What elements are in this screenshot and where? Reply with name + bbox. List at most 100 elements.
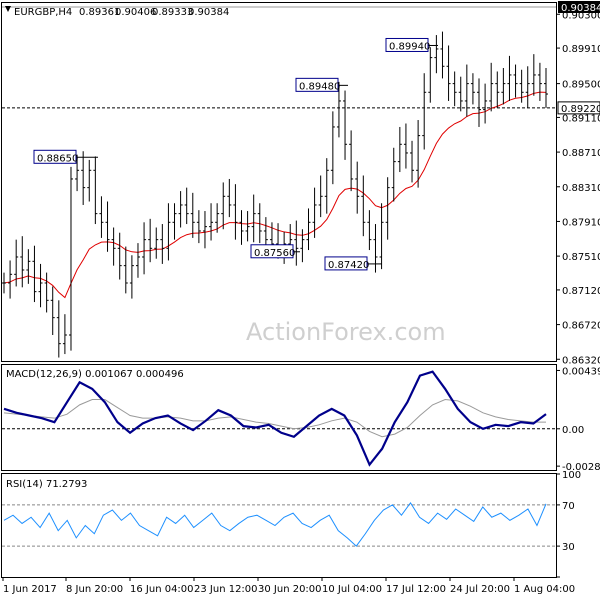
rsi-tick-label: 100 [562, 470, 581, 481]
current-price-tag [558, 0, 600, 13]
price-bar [544, 68, 548, 108]
price-tick-label: 0.87910 [562, 217, 600, 228]
time-tick-label: 1 Aug 04:00 [514, 584, 575, 595]
price-tick-label: 0.87510 [562, 252, 600, 263]
rsi-layer: 100 70 30 [2, 470, 581, 578]
price-bar [14, 239, 19, 287]
price-bar [391, 147, 396, 202]
price-bar [178, 191, 183, 228]
macd-tick-label: 0.00439 [562, 366, 600, 377]
price-bar [336, 81, 341, 138]
rsi-title: RSI(14) 71.2793 [6, 479, 87, 490]
price-tick-label: 0.90300 [562, 10, 600, 21]
time-tick-label: 17 Jul 12:00 [386, 584, 446, 595]
price-tick-label: 0.89500 [562, 80, 600, 91]
rsi-tick-label: 70 [562, 501, 575, 512]
price-bar [196, 210, 201, 244]
price-bar [519, 69, 524, 103]
price-bar [166, 203, 171, 261]
price-bar [172, 203, 177, 240]
annotation-box [33, 149, 77, 164]
price-bar [355, 161, 360, 214]
price-bar [123, 246, 128, 294]
price-bar [458, 76, 463, 112]
price-bar [477, 78, 482, 127]
moving-average-layer [3, 91, 547, 299]
price-bar [8, 260, 13, 299]
price-bar [26, 249, 31, 284]
price-bar [464, 64, 469, 117]
price-bar [440, 31, 445, 79]
price-bar [2, 272, 6, 294]
price-bar [410, 140, 415, 183]
price-bar [470, 73, 475, 105]
macd-tick-label: 0.00 [562, 425, 584, 436]
price-tick-label: 0.86320 [562, 355, 600, 366]
price-bar [452, 71, 457, 107]
rsi-panel-frame [1, 473, 557, 578]
price-bar [129, 255, 134, 299]
price-bar [117, 232, 122, 280]
price-bar [361, 175, 366, 237]
price-bar [190, 192, 195, 238]
annotation-box [250, 244, 294, 259]
price-bar [154, 227, 159, 259]
price-bar [495, 71, 500, 108]
price-tick-label: 0.87120 [562, 286, 600, 297]
time-axis: 1 Jun 2017 8 Jun 20:00 16 Jun 04:00 23 Jun … [2, 577, 575, 595]
price-bar [367, 210, 372, 251]
chart-header: EURGBP,H4 0.89361 0.90406 0.89333 0.9038… [5, 6, 229, 18]
price-bar [227, 178, 232, 218]
price-bar [184, 187, 189, 225]
price-bar [422, 73, 427, 150]
price-bar [294, 220, 299, 266]
rsi-line [3, 501, 547, 547]
price-bar [434, 35, 439, 74]
price-bar [306, 208, 311, 251]
price-bar [416, 120, 421, 188]
price-bar [318, 175, 323, 218]
price-bar [446, 45, 451, 101]
price-bar [68, 166, 73, 351]
rsi-tick-label: 30 [562, 542, 575, 553]
price-bar [221, 182, 226, 230]
annotation-label: 0.87420 [328, 260, 369, 271]
macd-line [3, 370, 547, 467]
price-bar [251, 194, 256, 243]
reference-level-tag [557, 101, 600, 115]
price-bar [525, 66, 530, 108]
price-bar [135, 243, 140, 278]
annotation-label: 0.89940 [389, 41, 430, 52]
annotation-box [295, 77, 339, 92]
macd-layer: 0.00439 0.00 -0.002809 [2, 366, 600, 473]
reference-level-label: 0.89220 [561, 104, 600, 115]
watermark: ActionForex.com [246, 318, 446, 346]
price-bar [62, 314, 67, 355]
price-bar [160, 224, 165, 264]
price-bar [202, 211, 207, 249]
collapse-triangle-icon [5, 6, 11, 12]
low-value: 0.89333 [152, 7, 193, 18]
price-bar [373, 224, 378, 273]
price-tick-label: 0.89110 [562, 113, 600, 124]
price-bar [44, 272, 49, 313]
close-value: 0.90384 [188, 7, 229, 18]
price-bar [300, 229, 305, 263]
price-bar [330, 111, 335, 185]
price-bar [513, 64, 518, 98]
macd-title: MACD(12,26,9) 0.001067 0.000496 [6, 369, 184, 380]
price-bar [99, 196, 104, 238]
price-bar [111, 227, 116, 266]
price-bar [324, 158, 329, 214]
moving-average-line [3, 91, 547, 299]
price-tick-label: 0.86720 [562, 321, 600, 332]
high-value: 0.90406 [115, 7, 156, 18]
price-bar [403, 123, 408, 169]
annotation-label: 0.88650 [37, 153, 78, 164]
price-bar [385, 177, 390, 240]
price-bar [50, 286, 55, 335]
price-axis: 0.90300 0.89910 0.89500 0.89110 0.88710 0.883… [2, 0, 600, 366]
price-bar [81, 151, 86, 205]
time-tick-label: 1 Jun 2017 [3, 584, 57, 595]
